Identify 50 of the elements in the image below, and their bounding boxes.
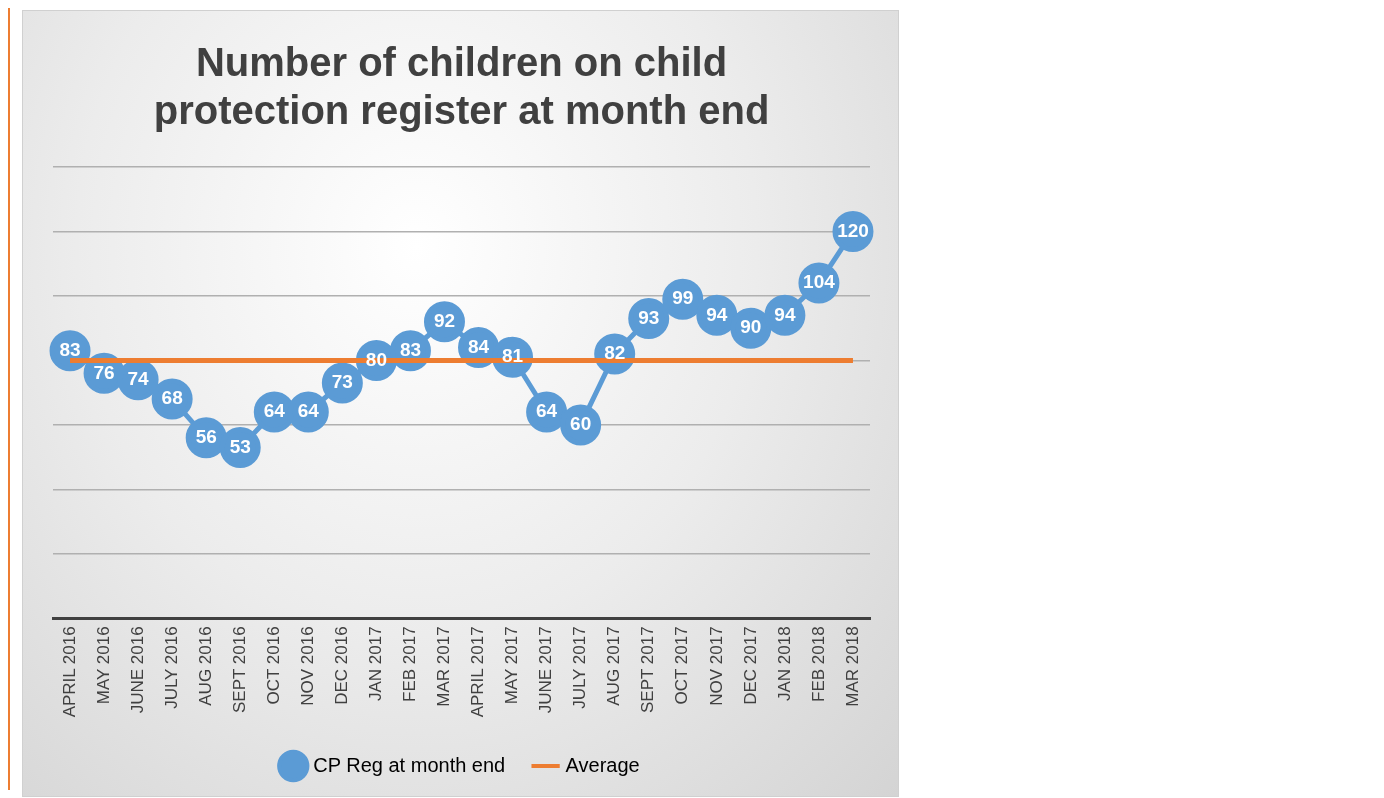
data-label: 120 — [837, 219, 869, 241]
data-label: 74 — [127, 368, 150, 389]
x-tick-label: JAN 2018 — [774, 626, 794, 701]
x-tick-label: APRIL 2016 — [59, 626, 79, 718]
x-tick-label: NOV 2017 — [706, 626, 726, 706]
x-tick-label: MAR 2017 — [434, 626, 454, 707]
x-tick-label: OCT 2017 — [672, 626, 692, 705]
x-tick-label: SEPT 2017 — [638, 626, 658, 713]
x-tick-label: OCT 2016 — [263, 626, 283, 705]
data-label: 93 — [638, 306, 660, 328]
data-label: 64 — [536, 400, 558, 422]
data-label: 60 — [570, 413, 592, 435]
x-tick-label: MAY 2016 — [93, 626, 113, 705]
chart-title: Number of children on child protection register at month end — [153, 40, 770, 133]
data-label: 64 — [263, 400, 286, 422]
x-tick-label: FEB 2018 — [808, 626, 828, 702]
data-label: 92 — [433, 309, 456, 331]
x-tick-label: AUG 2017 — [604, 626, 624, 706]
x-tick-label: JUNE 2017 — [536, 626, 556, 714]
x-tick-label: JAN 2017 — [366, 626, 386, 701]
data-label: 76 — [93, 361, 115, 383]
data-label: 64 — [297, 400, 320, 422]
data-label: 94 — [706, 303, 728, 325]
legend-label: CP Reg at month end — [313, 753, 506, 776]
x-tick-label: JUNE 2016 — [127, 626, 147, 714]
x-tick-label: SEPT 2016 — [229, 626, 249, 713]
x-tick-label: DEC 2016 — [332, 626, 352, 705]
data-label: 83 — [59, 338, 81, 360]
data-label: 53 — [229, 435, 251, 457]
data-label: 73 — [331, 371, 353, 393]
data-label: 83 — [399, 338, 422, 360]
data-label: 82 — [604, 342, 626, 364]
data-label: 80 — [365, 348, 387, 370]
data-label: 68 — [161, 387, 183, 409]
x-tick-label: APRIL 2017 — [468, 626, 488, 718]
x-tick-label: JULY 2017 — [570, 626, 590, 709]
legend-label: Average — [565, 753, 640, 776]
data-label: 99 — [672, 287, 694, 309]
data-label: 104 — [803, 271, 836, 293]
data-label: 94 — [774, 303, 796, 325]
data-label: 84 — [467, 335, 490, 357]
x-tick-label: MAR 2018 — [842, 626, 862, 707]
x-tick-label: AUG 2016 — [195, 626, 215, 706]
x-tick-label: JULY 2016 — [161, 626, 181, 709]
x-tick-label: FEB 2017 — [400, 626, 420, 702]
x-tick-label: NOV 2016 — [298, 626, 317, 706]
x-tick-label: DEC 2017 — [740, 626, 760, 705]
x-tick-label: MAY 2017 — [502, 626, 522, 705]
data-label: 90 — [740, 316, 762, 338]
data-label: 56 — [195, 426, 217, 448]
